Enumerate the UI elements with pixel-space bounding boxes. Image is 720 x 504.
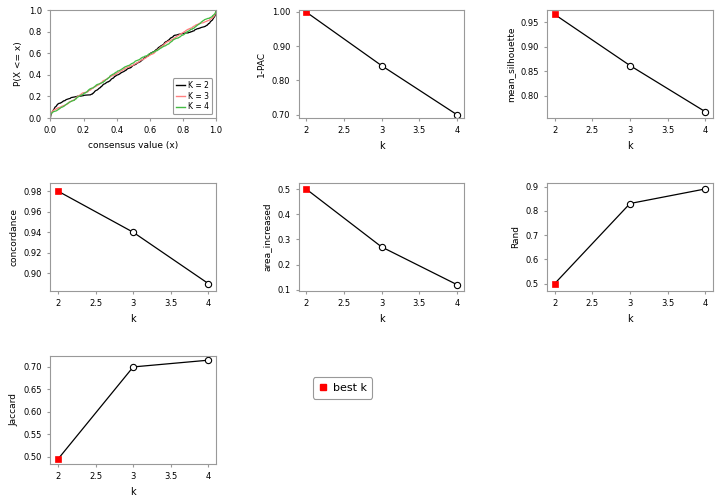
Y-axis label: concordance: concordance (9, 208, 18, 266)
Legend: K = 2, K = 3, K = 4: K = 2, K = 3, K = 4 (173, 78, 212, 114)
X-axis label: k: k (379, 141, 384, 151)
Y-axis label: mean_silhouette: mean_silhouette (506, 26, 515, 102)
Y-axis label: Rand: Rand (511, 225, 520, 248)
Y-axis label: Jaccard: Jaccard (9, 393, 18, 426)
Legend: best k: best k (312, 377, 372, 399)
X-axis label: k: k (627, 141, 633, 151)
X-axis label: k: k (627, 314, 633, 324)
Y-axis label: P(X <= x): P(X <= x) (14, 42, 23, 87)
X-axis label: k: k (130, 486, 136, 496)
Y-axis label: area_increased: area_increased (263, 203, 271, 271)
X-axis label: k: k (130, 314, 136, 324)
Y-axis label: 1-PAC: 1-PAC (258, 51, 266, 77)
X-axis label: consensus value (x): consensus value (x) (88, 141, 179, 150)
X-axis label: k: k (379, 314, 384, 324)
